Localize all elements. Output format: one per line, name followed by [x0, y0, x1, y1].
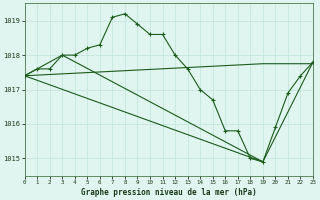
X-axis label: Graphe pression niveau de la mer (hPa): Graphe pression niveau de la mer (hPa) [81, 188, 257, 197]
